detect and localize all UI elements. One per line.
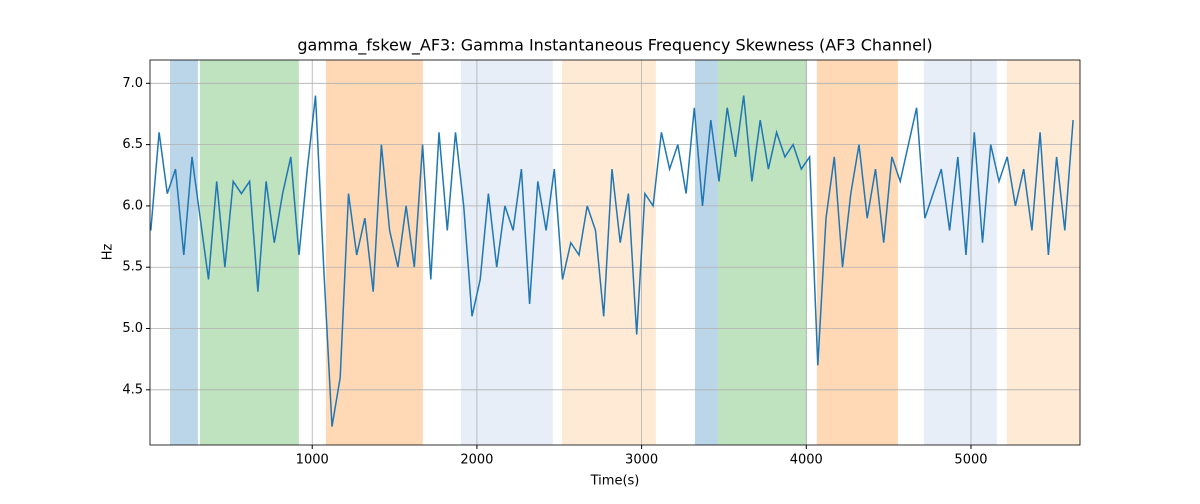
x-tick-label: 2000 bbox=[460, 453, 493, 468]
highlight-span bbox=[199, 60, 299, 445]
y-tick-label: 4.5 bbox=[122, 382, 143, 397]
x-tick-label: 5000 bbox=[954, 453, 987, 468]
data-line bbox=[150, 95, 1074, 427]
highlight-span bbox=[923, 60, 997, 445]
x-tick-label: 1000 bbox=[296, 453, 329, 468]
y-tick-label: 5.0 bbox=[122, 321, 143, 336]
chart-title: gamma_fskew_AF3: Gamma Instantaneous Fre… bbox=[297, 36, 932, 56]
highlight-span bbox=[1006, 60, 1080, 445]
highlight-span bbox=[816, 60, 898, 445]
highlight-span bbox=[460, 60, 553, 445]
y-axis-label: Hz bbox=[101, 244, 116, 261]
y-tick-label: 6.5 bbox=[122, 137, 143, 152]
highlight-span bbox=[717, 60, 807, 445]
y-tick-label: 5.5 bbox=[122, 260, 143, 275]
y-tick-label: 7.0 bbox=[122, 76, 143, 91]
x-tick-label: 3000 bbox=[625, 453, 658, 468]
highlight-span bbox=[694, 60, 718, 445]
plot-frame bbox=[149, 59, 1081, 446]
y-tick-label: 6.0 bbox=[122, 198, 143, 213]
highlight-span bbox=[325, 60, 423, 445]
x-tick-label: 4000 bbox=[790, 453, 823, 468]
x-axis-label: Time(s) bbox=[590, 474, 640, 489]
